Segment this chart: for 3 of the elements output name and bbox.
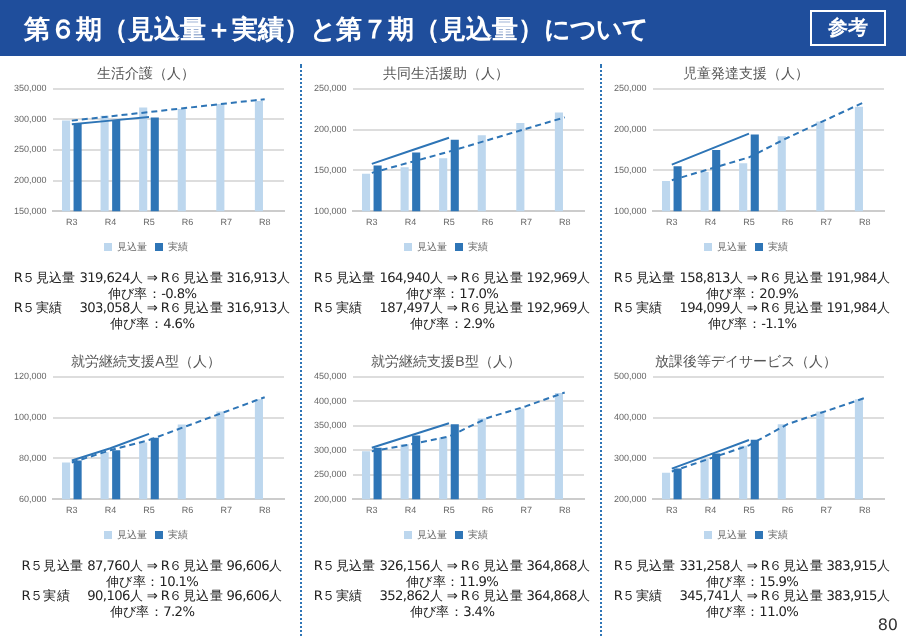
- text: 参考: [810, 10, 886, 46]
- text: 第６期（見込量＋実績）と第７期（見込量）について: [24, 13, 648, 48]
- text: 80: [877, 616, 898, 634]
